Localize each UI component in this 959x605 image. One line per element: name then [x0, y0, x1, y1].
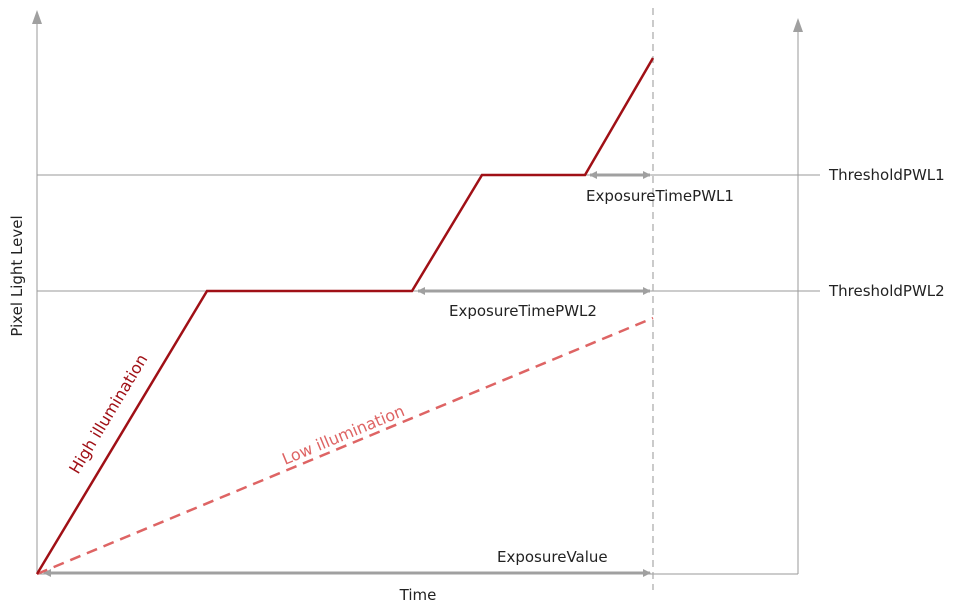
- exposure-value-label: ExposureValue: [497, 548, 608, 566]
- high-illumination-curve: [35, 57, 655, 575]
- high-illumination-label: High illumination: [65, 351, 151, 477]
- threshold-pwl1-label: ThresholdPWL1: [828, 166, 945, 184]
- y-axis-right-arrow-icon: [793, 18, 803, 32]
- exposure-time-pwl2-label: ExposureTimePWL2: [449, 302, 597, 320]
- threshold-pwl2-label: ThresholdPWL2: [828, 282, 945, 300]
- y-axis-left-arrow-icon: [32, 10, 42, 24]
- low-illumination-curve: [36, 316, 654, 576]
- x-axis-label: Time: [399, 586, 437, 604]
- low-illumination-label: Low illumination: [279, 401, 407, 469]
- exposure-time-pwl1-label: ExposureTimePWL1: [586, 187, 734, 205]
- y-axis-label: Pixel Light Level: [8, 215, 26, 336]
